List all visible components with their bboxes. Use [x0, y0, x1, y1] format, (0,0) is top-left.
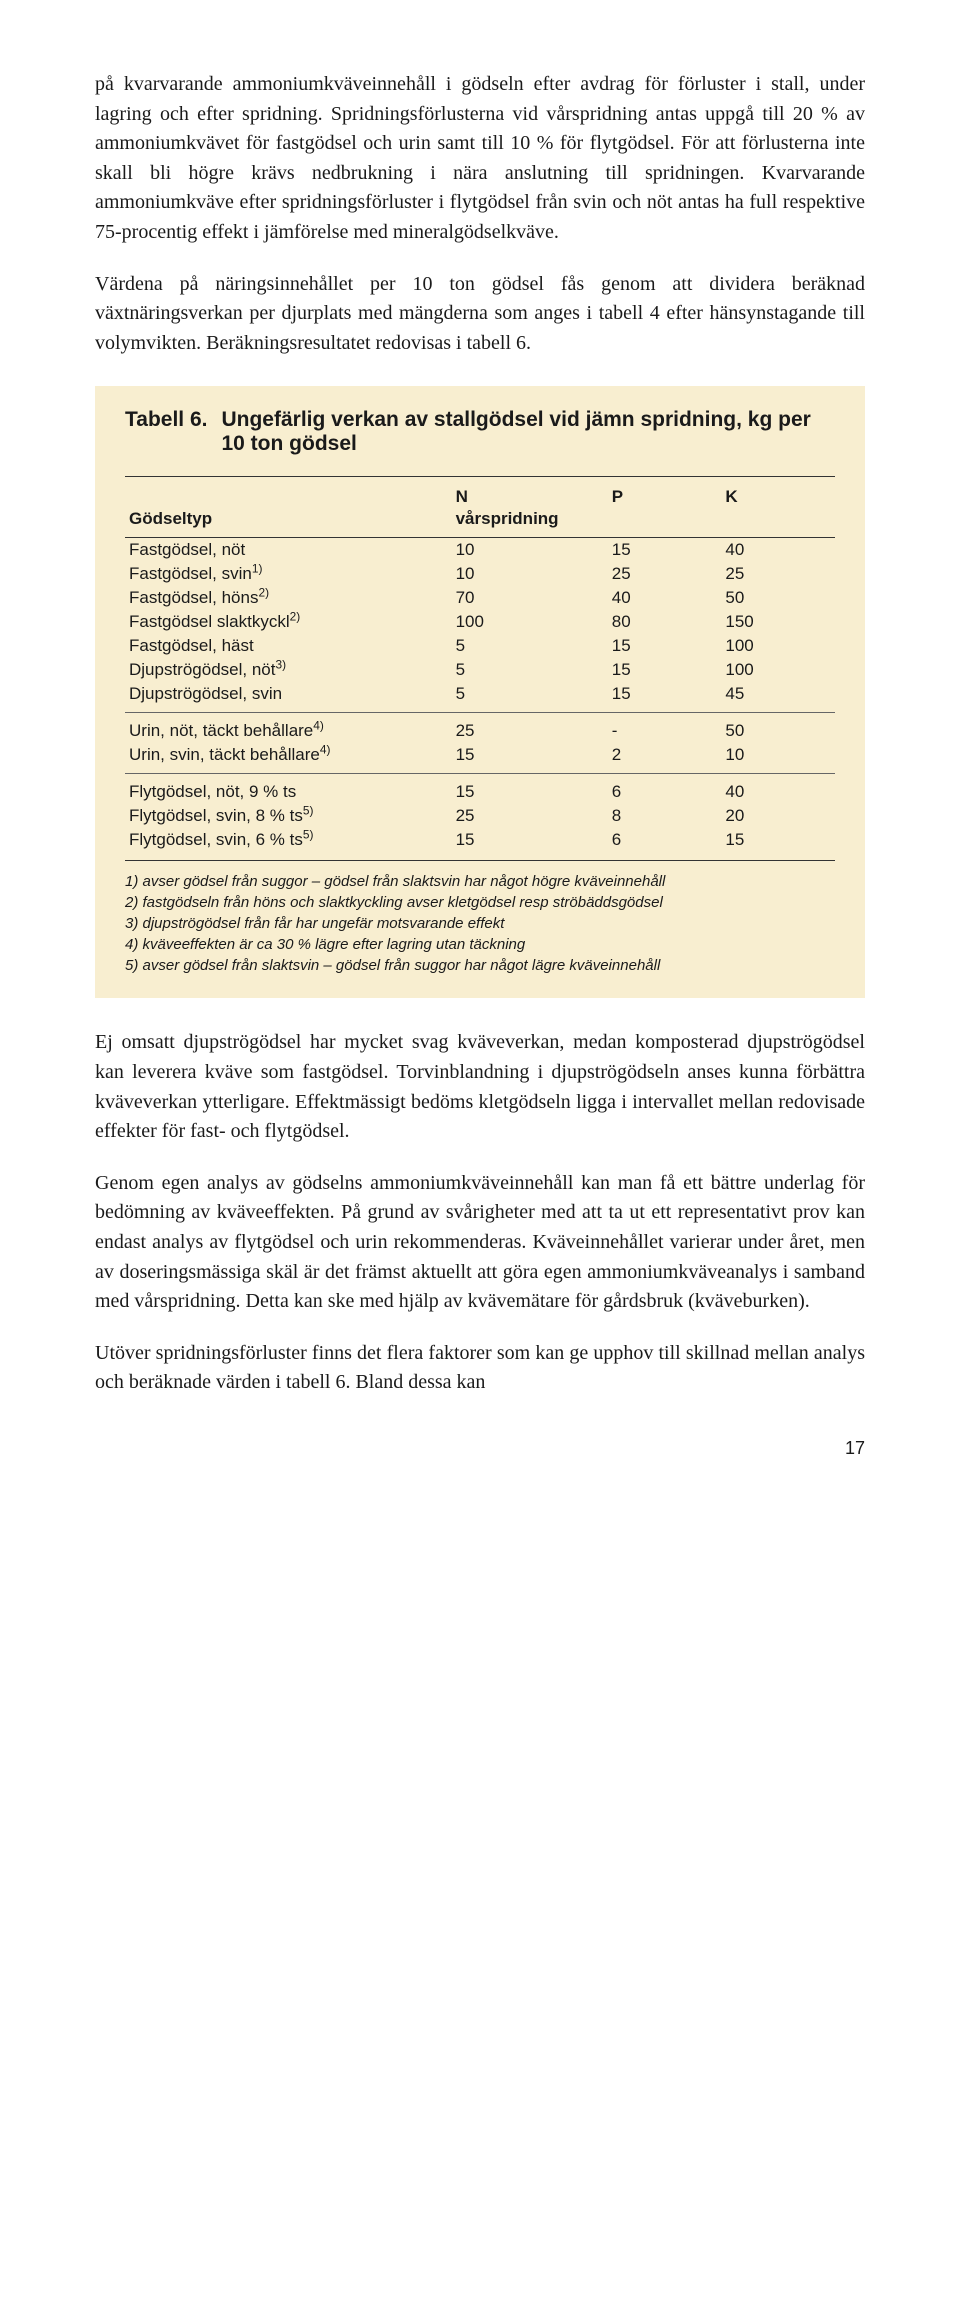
page-number: 17 — [95, 1438, 865, 1459]
paragraph-2: Värdena på näringsinnehållet per 10 ton … — [95, 270, 865, 359]
cell-n: 70 — [452, 586, 608, 610]
cell-p: 15 — [608, 538, 722, 563]
header-n-sub: vårspridning — [452, 509, 608, 538]
cell-p: 2 — [608, 743, 722, 774]
cell-k: 15 — [721, 828, 835, 861]
table-row: Djupströgödsel, svin 5 15 45 — [125, 682, 835, 713]
cell-k: 100 — [721, 658, 835, 682]
cell-p: 15 — [608, 682, 722, 713]
cell-p: 15 — [608, 634, 722, 658]
cell-name: Fastgödsel, höns — [129, 588, 258, 607]
table-row: Flytgödsel, nöt, 9 % ts 15 6 40 — [125, 774, 835, 805]
cell-n: 10 — [452, 538, 608, 563]
cell-p: - — [608, 713, 722, 744]
paragraph-4: Genom egen analys av gödselns ammoniumkv… — [95, 1169, 865, 1317]
cell-name: Fastgödsel, nöt — [129, 540, 245, 559]
header-blank — [125, 477, 452, 510]
table-row: Flytgödsel, svin, 6 % ts5) 15 6 15 — [125, 828, 835, 861]
cell-name: Flytgödsel, nöt, 9 % ts — [129, 782, 296, 801]
header-blank3 — [721, 509, 835, 538]
cell-p: 6 — [608, 774, 722, 805]
cell-p: 80 — [608, 610, 722, 634]
cell-name: Fastgödsel, häst — [129, 636, 254, 655]
cell-n: 5 — [452, 658, 608, 682]
table-header-row1: N P K — [125, 477, 835, 510]
header-gödseltyp: Gödseltyp — [125, 509, 452, 538]
paragraph-3: Ej omsatt djupströgödsel har mycket svag… — [95, 1028, 865, 1146]
footnote: 5) avser gödsel från slaktsvin – gödsel … — [125, 955, 835, 976]
table-row: Djupströgödsel, nöt3) 5 15 100 — [125, 658, 835, 682]
table-body: Fastgödsel, nöt 10 15 40 Fastgödsel, svi… — [125, 538, 835, 861]
table-row: Urin, svin, täckt behållare4) 15 2 10 — [125, 743, 835, 774]
table-footnotes: 1) avser gödsel från suggor – gödsel frå… — [125, 871, 835, 976]
table-row: Fastgödsel slaktkyckl2) 100 80 150 — [125, 610, 835, 634]
cell-k: 50 — [721, 713, 835, 744]
table-number: Tabell 6. — [125, 408, 207, 432]
cell-p: 25 — [608, 562, 722, 586]
cell-sup: 2) — [290, 610, 301, 624]
cell-k: 150 — [721, 610, 835, 634]
paragraph-5: Utöver spridningsförluster finns det fle… — [95, 1339, 865, 1398]
cell-k: 25 — [721, 562, 835, 586]
cell-sup: 4) — [320, 743, 331, 757]
cell-name: Flytgödsel, svin, 6 % ts — [129, 830, 303, 849]
cell-sup: 4) — [313, 719, 324, 733]
header-p: P — [608, 477, 722, 510]
cell-name: Djupströgödsel, nöt — [129, 660, 275, 679]
cell-k: 100 — [721, 634, 835, 658]
cell-name: Fastgödsel, svin — [129, 564, 252, 583]
cell-k: 20 — [721, 804, 835, 828]
cell-name: Fastgödsel slaktkyckl — [129, 612, 290, 631]
cell-n: 25 — [452, 713, 608, 744]
cell-n: 5 — [452, 634, 608, 658]
table-row: Fastgödsel, svin1) 10 25 25 — [125, 562, 835, 586]
header-k: K — [721, 477, 835, 510]
footnote: 4) kväveeffekten är ca 30 % lägre efter … — [125, 934, 835, 955]
cell-p: 40 — [608, 586, 722, 610]
header-blank2 — [608, 509, 722, 538]
cell-n: 15 — [452, 743, 608, 774]
cell-sup: 3) — [275, 658, 286, 672]
cell-n: 100 — [452, 610, 608, 634]
cell-n: 15 — [452, 774, 608, 805]
table-title-text: Ungefärlig verkan av stallgödsel vid jäm… — [221, 408, 835, 456]
cell-sup: 5) — [303, 828, 314, 842]
cell-p: 8 — [608, 804, 722, 828]
table-row: Flytgödsel, svin, 8 % ts5) 25 8 20 — [125, 804, 835, 828]
table-row: Urin, nöt, täckt behållare4) 25 - 50 — [125, 713, 835, 744]
cell-sup: 1) — [252, 562, 263, 576]
document-page: på kvarvarande ammoniumkväveinnehåll i g… — [0, 0, 960, 1509]
paragraph-1: på kvarvarande ammoniumkväveinnehåll i g… — [95, 70, 865, 248]
footnote: 2) fastgödseln från höns och slaktkyckli… — [125, 892, 835, 913]
header-n: N — [452, 477, 608, 510]
cell-k: 40 — [721, 774, 835, 805]
table-6: N P K Gödseltyp vårspridning Fastgödsel,… — [125, 476, 835, 861]
cell-k: 10 — [721, 743, 835, 774]
cell-name: Flytgödsel, svin, 8 % ts — [129, 806, 303, 825]
cell-name: Urin, svin, täckt behållare — [129, 745, 320, 764]
cell-k: 40 — [721, 538, 835, 563]
table-row: Fastgödsel, häst 5 15 100 — [125, 634, 835, 658]
cell-sup: 5) — [303, 804, 314, 818]
footnote: 1) avser gödsel från suggor – gödsel frå… — [125, 871, 835, 892]
cell-n: 10 — [452, 562, 608, 586]
cell-p: 15 — [608, 658, 722, 682]
cell-k: 50 — [721, 586, 835, 610]
cell-name: Urin, nöt, täckt behållare — [129, 721, 313, 740]
table-row: Fastgödsel, höns2) 70 40 50 — [125, 586, 835, 610]
table-header-row2: Gödseltyp vårspridning — [125, 509, 835, 538]
footnote: 3) djupströgödsel från får har ungefär m… — [125, 913, 835, 934]
cell-n: 5 — [452, 682, 608, 713]
cell-n: 25 — [452, 804, 608, 828]
cell-n: 15 — [452, 828, 608, 861]
cell-sup: 2) — [258, 586, 269, 600]
cell-k: 45 — [721, 682, 835, 713]
cell-name: Djupströgödsel, svin — [129, 684, 282, 703]
cell-p: 6 — [608, 828, 722, 861]
table-row: Fastgödsel, nöt 10 15 40 — [125, 538, 835, 563]
table-6-block: Tabell 6. Ungefärlig verkan av stallgöds… — [95, 386, 865, 998]
table-title: Tabell 6. Ungefärlig verkan av stallgöds… — [125, 408, 835, 456]
